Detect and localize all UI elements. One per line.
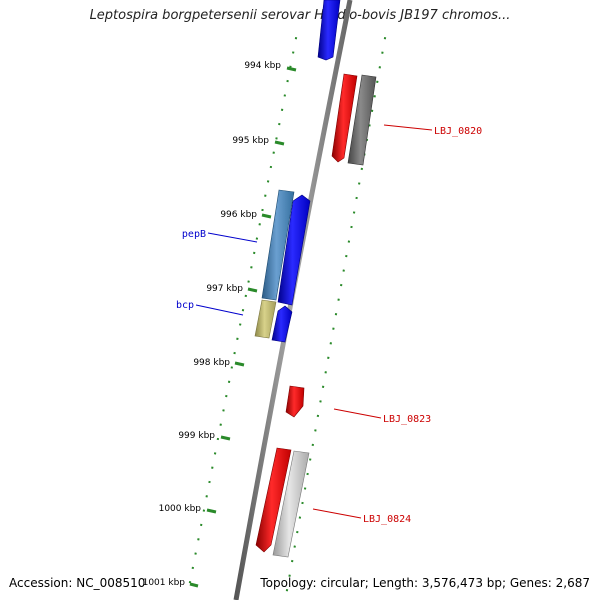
tick-label-1000: 1000 kbp: [159, 504, 202, 514]
forward-cds-top[interactable]: [317, 0, 341, 61]
reverse-cds-lbj0820-a[interactable]: [331, 73, 358, 163]
tick-998: 998 kbp: [193, 358, 245, 368]
tick-1000: 1000 kbp: [159, 504, 217, 514]
gene-label-lbj0824[interactable]: LBJ_0824: [363, 514, 411, 525]
tick-997: 997 kbp: [206, 284, 258, 294]
tick-label-996: 996 kbp: [220, 210, 257, 220]
gene-lbj0824-light[interactable]: [272, 450, 310, 558]
tick-996: 996 kbp: [220, 210, 272, 220]
gene-label-lbj0820[interactable]: LBJ_0820: [434, 126, 482, 137]
gene-bcp-body[interactable]: [254, 299, 277, 339]
outer-track-features: [272, 0, 377, 558]
reverse-cds-lbj0824[interactable]: [255, 447, 292, 553]
tick-label-1001: 1001 kbp: [143, 578, 186, 588]
forward-cds-bcp[interactable]: [271, 305, 293, 343]
gene-label-lines: [195, 124, 433, 519]
gene-label-pepb[interactable]: pepB: [182, 229, 206, 240]
tick-994: 994 kbp: [244, 61, 297, 72]
gene-labels: LBJ_0820 pepB bcp LBJ_0823 LBJ_0824: [176, 126, 482, 525]
tick-label-998: 998 kbp: [193, 358, 230, 368]
inner-track-features: [254, 189, 311, 553]
tick-999: 999 kbp: [178, 431, 231, 441]
outer-track-dots: [285, 37, 387, 592]
accession-text: Accession: NC_008510: [9, 576, 146, 590]
tick-label-994: 994 kbp: [244, 61, 281, 71]
gene-label-lbj0823[interactable]: LBJ_0823: [383, 414, 431, 425]
gene-pepb-body[interactable]: [261, 189, 295, 301]
tick-995: 995 kbp: [232, 136, 285, 146]
inner-track-dots: [188, 37, 298, 584]
forward-cds-pepb[interactable]: [277, 194, 311, 306]
tick-1001: 1001 kbp: [143, 578, 199, 588]
gene-label-bcp[interactable]: bcp: [176, 300, 194, 311]
topology-text: Topology: circular; Length: 3,576,473 bp…: [260, 576, 590, 590]
tick-label-997: 997 kbp: [206, 284, 243, 294]
map-title: Leptospira borgpetersenii serovar Hardjo…: [89, 8, 511, 23]
kbp-ticks: 994 kbp 995 kbp 996 kbp 997 kbp 998 kbp …: [143, 61, 297, 588]
tick-label-999: 999 kbp: [178, 431, 215, 441]
reverse-cds-lbj0823[interactable]: [285, 385, 305, 418]
tick-label-995: 995 kbp: [232, 136, 269, 146]
gene-lbj0820[interactable]: [347, 74, 377, 166]
